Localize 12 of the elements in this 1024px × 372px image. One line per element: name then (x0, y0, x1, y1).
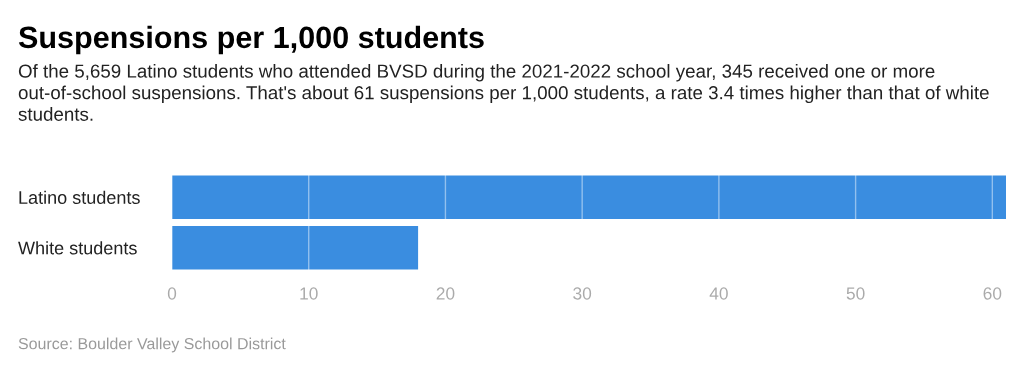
y-tick-label: White students (18, 241, 137, 255)
x-tick-label: 10 (300, 287, 318, 300)
source-note: Source: Boulder Valley School District (18, 337, 286, 353)
x-tick-label: 20 (436, 287, 455, 300)
x-tick-label: 40 (709, 287, 728, 300)
x-tick-label: 30 (573, 287, 592, 300)
chart-title: Suspensions per 1,000 students (18, 25, 484, 55)
x-tick-label: 50 (846, 287, 865, 300)
y-tick-label: Latino students (19, 190, 140, 204)
x-tick-label: 0 (167, 287, 177, 300)
chart-subtitle: Of the 5,659 Latino students who attended BVSD during the 2021-2022 school year, 345 received one or more out-of-school suspensions. That's about 61 suspensions per 1,000 students, a rate 3.4 times higher than that of white students. (18, 64, 989, 121)
x-tick-label: 60 (983, 287, 1002, 300)
